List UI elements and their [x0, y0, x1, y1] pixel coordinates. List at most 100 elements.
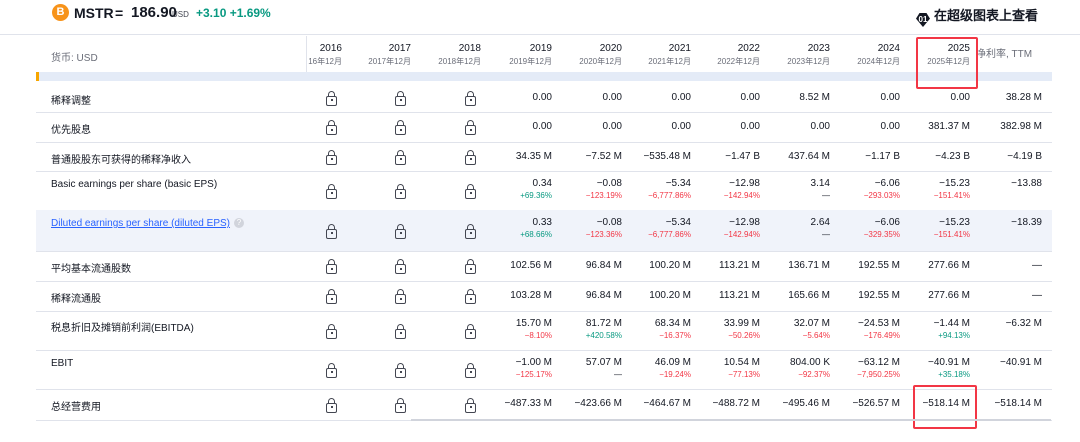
lock-icon[interactable] — [326, 223, 337, 239]
value-cell-2024: 192.55 M — [810, 260, 900, 271]
row-label: 稀释调整 — [51, 96, 91, 107]
column-divider — [306, 36, 307, 72]
lock-icon[interactable] — [465, 397, 476, 413]
lock-icon[interactable] — [465, 259, 476, 274]
tradingview-icon: 01 — [915, 13, 930, 27]
cell-value: −5.34 — [665, 217, 691, 228]
value-cell-2024: −24.53 M −176.49% — [810, 318, 900, 340]
lock-icon[interactable] — [326, 183, 337, 199]
column-header-2017[interactable]: 2017 2017年12月 — [368, 43, 411, 67]
lock-icon[interactable] — [326, 259, 337, 274]
cell-value: 0.00 — [740, 92, 760, 103]
value-cell-2020: −7.52 M — [532, 151, 622, 162]
cell-value: 192.55 M — [858, 290, 900, 301]
lock-icon[interactable] — [326, 120, 337, 135]
table-row: Basic earnings per share (basic EPS) 0.34… — [36, 171, 1052, 211]
lock-icon[interactable] — [395, 259, 406, 274]
cell-change-percent: −176.49% — [863, 331, 900, 340]
cell-value: −423.66 M — [574, 398, 622, 409]
lock-icon[interactable] — [465, 149, 476, 165]
lock-icon[interactable] — [395, 183, 406, 199]
table-row: EBIT −1.00 M −125.17% 57.07 M — 46.09 M −19.24… — [36, 350, 1052, 390]
lock-icon[interactable] — [465, 323, 476, 339]
value-cell-2025: −518.14 M — [880, 398, 970, 409]
value-cell-2022: 33.99 M −50.26% — [670, 318, 760, 340]
lock-icon[interactable] — [465, 289, 476, 304]
cell-value: 0.00 — [602, 92, 622, 103]
horizontal-scrollbar[interactable] — [411, 419, 1051, 421]
help-icon[interactable]: ? — [233, 218, 244, 228]
lock-icon[interactable] — [395, 397, 406, 413]
cell-value: 100.20 M — [649, 260, 691, 271]
column-period: 2020年12月 — [579, 57, 622, 66]
value-cell-2021: −5.34 −6,777.86% — [601, 178, 691, 200]
value-cell-2022: −12.98 −142.94% — [670, 217, 760, 239]
ttm-value: 382.98 M — [952, 121, 1042, 132]
lock-icon[interactable] — [395, 223, 406, 239]
lock-icon[interactable] — [326, 362, 337, 378]
column-header-2025[interactable]: 2025 2025年12月 — [927, 43, 970, 67]
value-cell-2025: 277.66 M — [880, 290, 970, 301]
column-header-2021[interactable]: 2021 2021年12月 — [648, 43, 691, 67]
lock-icon[interactable] — [395, 323, 406, 339]
table-row: 稀释流通股 103.28 M 96.84 M 100.20 M 113.21 M 165.… — [36, 281, 1052, 312]
lock-icon[interactable] — [395, 120, 406, 135]
lock-icon[interactable] — [465, 183, 476, 199]
cell-value: 46.09 M — [654, 357, 691, 368]
value-cell-2022: 0.00 — [670, 92, 760, 103]
lock-icon[interactable] — [326, 90, 337, 106]
cell-value: 0.34 — [532, 178, 552, 189]
value-cell-2023: 8.52 M — [740, 92, 830, 103]
lock-icon[interactable] — [326, 289, 337, 304]
lock-icon[interactable] — [395, 90, 406, 106]
lock-icon[interactable] — [465, 120, 476, 135]
cell-value: −5.34 — [665, 178, 691, 189]
cell-value: 68.34 M — [654, 318, 691, 329]
value-cell-2024: −6.06 −329.35% — [810, 217, 900, 239]
column-header-2022[interactable]: 2022 2022年12月 — [717, 43, 760, 67]
cell-value: −40.91 M — [928, 357, 970, 368]
view-on-supercharts-link[interactable]: 01 在超级图表上查看 — [915, 5, 1038, 27]
value-cell-2019: 15.70 M −8.10% — [462, 318, 552, 340]
cell-value: −6.06 — [874, 217, 900, 228]
cell-value: 10.54 M — [723, 357, 760, 368]
row-label: 普通股股东可获得的稀释净收入 — [51, 155, 191, 166]
cell-change-percent: +35.18% — [938, 370, 970, 379]
cell-value: −12.98 — [729, 178, 760, 189]
value-cell-2022: 113.21 M — [670, 260, 760, 271]
value-cell-2019: 0.00 — [462, 92, 552, 103]
column-header-2023[interactable]: 2023 2023年12月 — [787, 43, 830, 67]
lock-icon[interactable] — [465, 223, 476, 239]
lock-icon[interactable] — [395, 362, 406, 378]
bitcoin-logo-icon: B — [52, 4, 69, 21]
cell-value: −518.14 M — [994, 398, 1042, 409]
column-header-2019[interactable]: 2019 2019年12月 — [509, 43, 552, 67]
lock-icon[interactable] — [395, 289, 406, 304]
column-period: 2021年12月 — [648, 57, 691, 66]
value-cell-2025: 0.00 — [880, 92, 970, 103]
lock-icon[interactable] — [465, 362, 476, 378]
lock-icon[interactable] — [326, 323, 337, 339]
table-row: 总经营费用 −487.33 M −423.66 M −464.67 M −488.72 … — [36, 389, 1052, 421]
cell-value: −4.23 B — [935, 151, 970, 162]
column-year: 2019 — [529, 43, 552, 54]
column-header-2016[interactable]: 2016 16年12月 — [308, 43, 342, 67]
column-header-2018[interactable]: 2018 2018年12月 — [438, 43, 481, 67]
lock-icon[interactable] — [465, 90, 476, 106]
symbol-header: B MSTR = 186.90 USD +3.10 +1.69% 01 在超级图表… — [0, 0, 1080, 30]
cell-value: 113.21 M — [719, 290, 760, 301]
value-cell-2021: −535.48 M — [601, 151, 691, 162]
row-label[interactable]: Diluted earnings per share (diluted EPS)… — [51, 218, 244, 229]
ticker-symbol[interactable]: MSTR — [74, 5, 114, 21]
cell-value: 192.55 M — [858, 260, 900, 271]
cell-value: 0.00 — [671, 121, 691, 132]
column-header-2024[interactable]: 2024 2024年12月 — [857, 43, 900, 67]
lock-icon[interactable] — [326, 149, 337, 165]
lock-icon[interactable] — [326, 397, 337, 413]
cell-value: 381.37 M — [928, 121, 970, 132]
row-label: EBIT — [51, 358, 74, 369]
ttm-value: — — [952, 260, 1042, 271]
lock-icon[interactable] — [395, 149, 406, 165]
cell-value: −1.44 M — [933, 318, 970, 329]
column-header-2020[interactable]: 2020 2020年12月 — [579, 43, 622, 67]
